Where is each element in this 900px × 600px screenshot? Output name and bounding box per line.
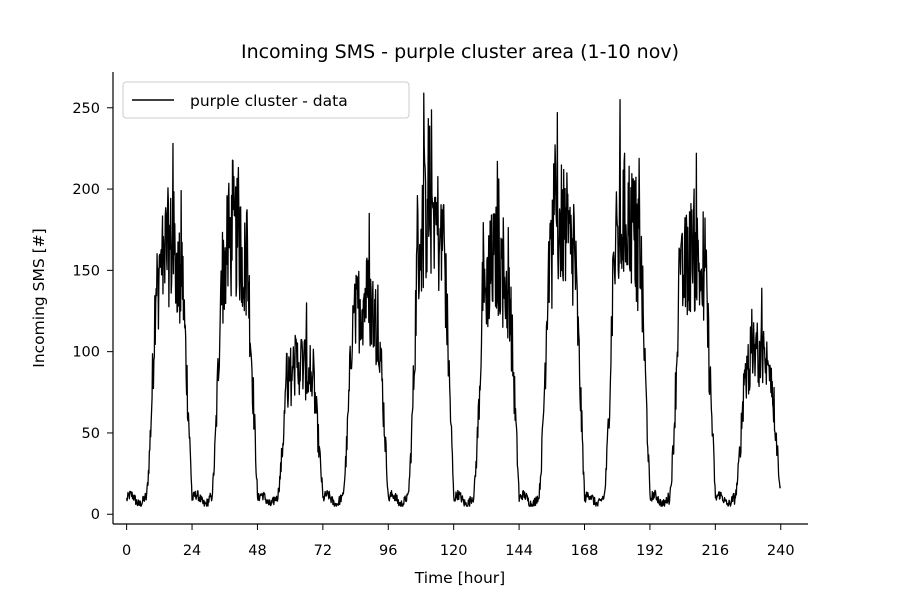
y-tick-label: 150 [72,263,100,279]
x-tick-label: 24 [183,543,201,559]
x-tick-label: 216 [701,543,729,559]
x-tick-label: 0 [122,543,131,559]
y-axis-title: Incoming SMS [#] [30,228,48,367]
legend: purple cluster - data [122,81,410,119]
y-tick-label: 200 [72,182,100,198]
series-line-purple-cluster [125,92,782,507]
y-tick-label: 0 [91,507,100,523]
legend-label: purple cluster - data [190,92,348,110]
x-axis-ticks: 0 24 48 72 96 120 144 168 192 216 240 [122,524,795,559]
x-axis-title: Time [hour] [414,569,505,587]
chart-title: Incoming SMS - purple cluster area (1-10… [241,41,679,63]
plot-area [125,92,782,507]
x-tick-label: 168 [571,543,599,559]
x-tick-label: 240 [767,543,795,559]
x-tick-label: 96 [379,543,397,559]
y-tick-label: 50 [82,426,100,442]
y-tick-label: 250 [72,101,100,117]
x-tick-label: 72 [314,543,332,559]
x-tick-label: 192 [636,543,664,559]
x-tick-label: 144 [505,543,533,559]
x-tick-label: 120 [440,543,468,559]
x-tick-label: 48 [248,543,266,559]
y-tick-label: 100 [72,345,100,361]
legend-frame [122,81,410,119]
y-axis-ticks: 0 50 100 150 200 250 [72,101,113,523]
